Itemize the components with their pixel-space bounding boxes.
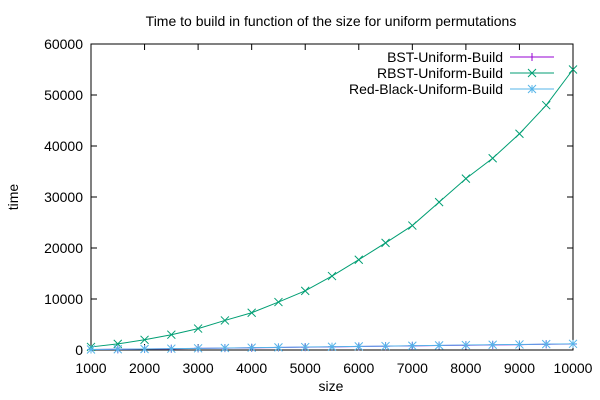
data-point (354, 342, 364, 351)
data-point (381, 341, 390, 351)
data-point (247, 308, 257, 318)
x-tick-label: 9000 (504, 360, 535, 376)
x-tick-label: 3000 (183, 360, 214, 376)
series-1 (86, 65, 578, 352)
y-tick-label: 30000 (44, 189, 83, 205)
data-point (247, 343, 257, 353)
x-tick-label: 5000 (290, 360, 321, 376)
data-point (407, 221, 417, 230)
x-tick-label: 6000 (343, 360, 374, 376)
legend-label: Red-Black-Uniform-Build (349, 81, 503, 97)
data-point (407, 341, 417, 351)
legend-label: RBST-Uniform-Build (377, 65, 503, 81)
data-point (140, 344, 149, 354)
data-point (300, 342, 310, 352)
data-point (113, 344, 123, 354)
data-point (488, 153, 498, 163)
y-axis: 0 10000 20000 30000 40000 50000 60000 (44, 36, 573, 358)
legend: BST-Uniform-BuildRBST-Uniform-BuildRed-B… (349, 49, 554, 97)
y-tick-label: 0 (75, 342, 83, 358)
series-2 (86, 339, 578, 354)
data-point (300, 286, 310, 296)
data-point (86, 345, 96, 354)
legend-swatch-marker (527, 84, 537, 94)
y-tick-label: 20000 (44, 240, 83, 256)
data-point (274, 297, 283, 307)
y-tick-label: 50000 (44, 87, 83, 103)
data-point (461, 174, 471, 183)
y-axis-label: time (5, 184, 21, 211)
x-tick-label: 10000 (554, 360, 593, 376)
y-tick-label: 40000 (44, 138, 83, 154)
series-line (90, 69, 574, 348)
legend-label: BST-Uniform-Build (387, 49, 503, 65)
legend-swatch-marker (527, 68, 537, 78)
data-point (220, 316, 230, 325)
series-layer (86, 65, 578, 354)
x-tick-label: 4000 (236, 360, 267, 376)
x-tick-label: 2000 (129, 360, 160, 376)
x-axis-label: size (319, 378, 344, 394)
data-point (166, 344, 176, 354)
data-point (434, 341, 444, 350)
y-tick-label: 60000 (44, 36, 83, 52)
x-tick-label: 1000 (75, 360, 106, 376)
data-point (568, 65, 578, 74)
data-point (541, 100, 551, 110)
y-tick-label: 10000 (44, 291, 83, 307)
data-point (274, 342, 283, 352)
data-point (327, 271, 337, 281)
x-tick-label: 8000 (450, 360, 481, 376)
data-point (434, 197, 444, 207)
data-point (140, 335, 149, 345)
data-point (461, 340, 471, 350)
chart-title: Time to build in function of the size fo… (146, 13, 517, 29)
data-point (515, 340, 524, 349)
data-point (568, 339, 578, 349)
data-point (193, 343, 203, 353)
x-tick-label: 7000 (397, 360, 428, 376)
data-point (541, 339, 551, 349)
data-point (381, 238, 390, 248)
data-point (193, 324, 203, 333)
data-point (515, 129, 524, 139)
data-point (220, 343, 230, 353)
legend-swatch-marker (528, 53, 536, 61)
data-point (488, 340, 498, 350)
data-point (354, 255, 364, 265)
data-point (327, 342, 337, 352)
x-axis: 1000 2000 3000 4000 5000 6000 7000 8000 9000 1000… (75, 44, 593, 376)
data-point (166, 330, 176, 340)
